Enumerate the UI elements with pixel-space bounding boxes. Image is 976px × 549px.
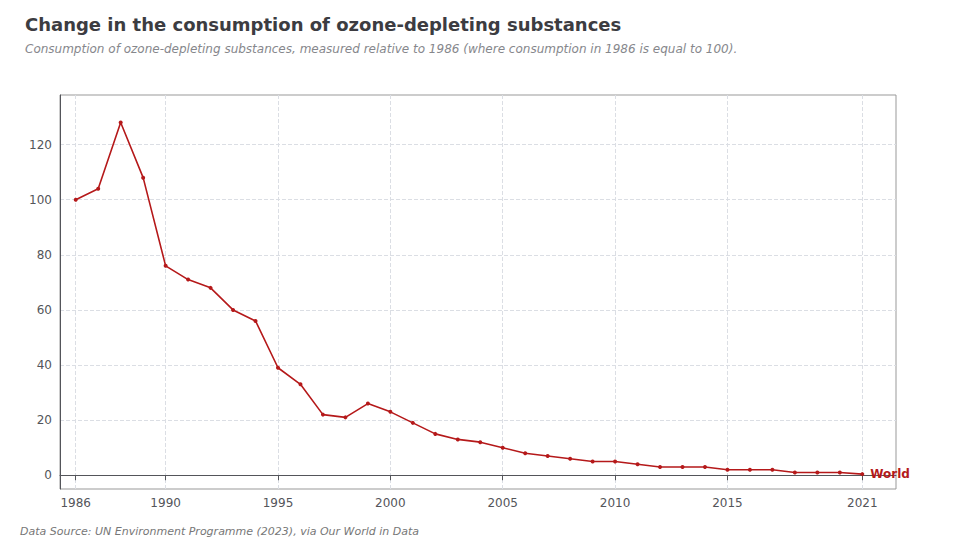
svg-text:Data Source: UN Environment Pr: Data Source: UN Environment Programme (2… xyxy=(20,525,419,538)
svg-text:1995: 1995 xyxy=(263,496,294,510)
svg-text:0: 0 xyxy=(44,468,52,482)
svg-text:60: 60 xyxy=(37,303,52,317)
svg-text:40: 40 xyxy=(37,358,52,372)
svg-text:2021: 2021 xyxy=(847,496,878,510)
svg-text:World: World xyxy=(870,467,910,481)
svg-text:Consumption of ozone-depleting: Consumption of ozone-depleting substance… xyxy=(25,42,737,56)
svg-text:100: 100 xyxy=(29,193,52,207)
svg-text:120: 120 xyxy=(29,138,52,152)
svg-text:2005: 2005 xyxy=(487,496,518,510)
svg-text:1990: 1990 xyxy=(150,496,181,510)
svg-text:2010: 2010 xyxy=(600,496,631,510)
svg-text:20: 20 xyxy=(37,413,52,427)
svg-text:2000: 2000 xyxy=(375,496,406,510)
svg-text:Change in the consumption of o: Change in the consumption of ozone-deple… xyxy=(25,14,621,35)
svg-text:2015: 2015 xyxy=(712,496,743,510)
svg-text:80: 80 xyxy=(37,248,52,262)
svg-text:1986: 1986 xyxy=(60,496,91,510)
